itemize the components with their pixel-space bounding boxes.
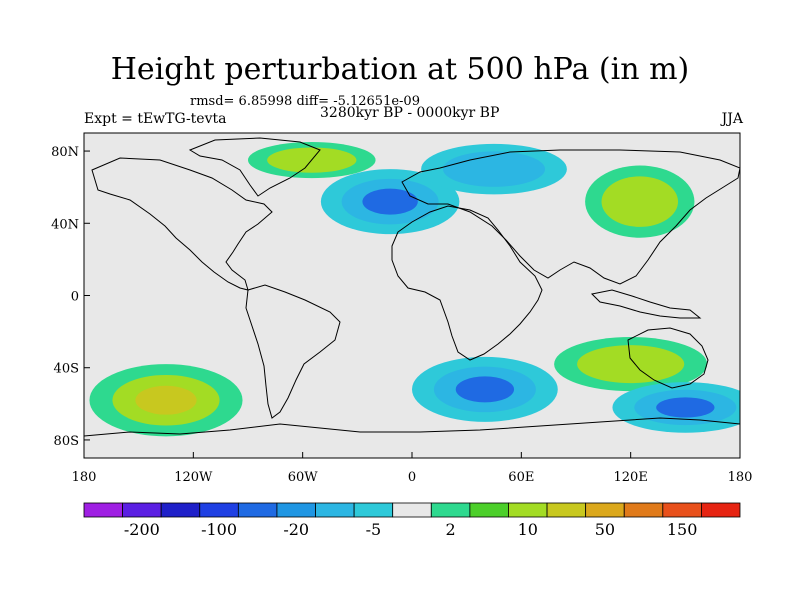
season-label: JJA (721, 111, 743, 127)
europe-africa-outline (391, 205, 543, 361)
plot-title: Height perturbation at 500 hPa (in m) (110, 52, 690, 87)
x-axis: 180 120W 60W 0 60E 120E 180 (72, 452, 753, 485)
y-tick-label: 80S (54, 434, 79, 449)
southern-ocean-low-level-blue (656, 397, 715, 418)
colorbar-swatch (122, 502, 162, 518)
colorbar-swatch (276, 502, 316, 518)
colorbar-swatch (623, 502, 664, 518)
colorbar-label: -100 (201, 520, 237, 539)
south-atlantic-indian-low-level-blue (455, 376, 515, 403)
colorbar-swatch (237, 502, 278, 518)
south-pacific-high-level-yellow (135, 385, 197, 415)
y-axis: 80N 40N 0 40S 80S (51, 145, 90, 449)
x-tick-label: 180 (72, 470, 97, 485)
period-label: 3280kyr BP - 0000kyr BP (320, 105, 500, 121)
australia-outline (627, 327, 709, 389)
east-asia-high-level-yellowgreen (601, 176, 679, 227)
x-tick-label: 120W (174, 470, 213, 485)
colorbar-label: 2 (445, 520, 455, 539)
north-atlantic-low-level-blue (362, 188, 418, 215)
siberian-low-level-lightblue (442, 151, 546, 187)
indonesia-outline (590, 289, 702, 319)
asia-outline (401, 149, 740, 285)
map-area (84, 133, 740, 458)
colorbar-swatch (315, 502, 355, 518)
colorbar-swatch (701, 502, 741, 518)
y-tick-label: 0 (71, 290, 79, 305)
x-tick-label: 60W (288, 470, 319, 485)
antarctica-outline (84, 417, 740, 437)
x-tick-label: 60E (508, 470, 534, 485)
colorbar-swatch (392, 502, 432, 518)
colorbar-label: -5 (366, 520, 382, 539)
coastlines (84, 137, 740, 437)
colorbar-swatch (353, 502, 394, 518)
colorbar-swatch (585, 502, 625, 518)
x-tick-label: 120E (614, 470, 648, 485)
contour-field (89, 142, 740, 437)
colorbar-label: 50 (595, 520, 615, 539)
x-tick-label: 180 (728, 470, 753, 485)
colorbar-swatch (546, 502, 587, 518)
colorbar-swatch (430, 502, 471, 518)
colorbar-label: 150 (667, 520, 698, 539)
colorbar-swatch (508, 502, 548, 518)
colorbar-swatch (662, 502, 702, 518)
colorbar: -200 -100 -20 -5 2 10 50 150 (83, 502, 741, 539)
stats-text: rmsd= 6.85998 diff= -5.12651e-09 (190, 94, 420, 109)
y-tick-label: 80N (51, 145, 79, 160)
colorbar-label: -200 (124, 520, 160, 539)
y-tick-label: 40N (51, 217, 79, 232)
australia-high-level-yellowgreen (577, 345, 685, 384)
y-tick-label: 40S (54, 362, 79, 377)
experiment-label: Expt = tEwTG-tevta (84, 111, 227, 127)
colorbar-swatch (469, 502, 509, 518)
north-america-outline (91, 157, 273, 291)
x-tick-label: 0 (408, 470, 416, 485)
south-america-outline (245, 284, 341, 419)
colorbar-swatch (83, 502, 123, 518)
colorbar-label: 10 (518, 520, 538, 539)
colorbar-swatch (160, 502, 201, 518)
greenland-outline (188, 137, 321, 197)
colorbar-label: -20 (283, 520, 309, 539)
colorbar-swatch (199, 502, 239, 518)
